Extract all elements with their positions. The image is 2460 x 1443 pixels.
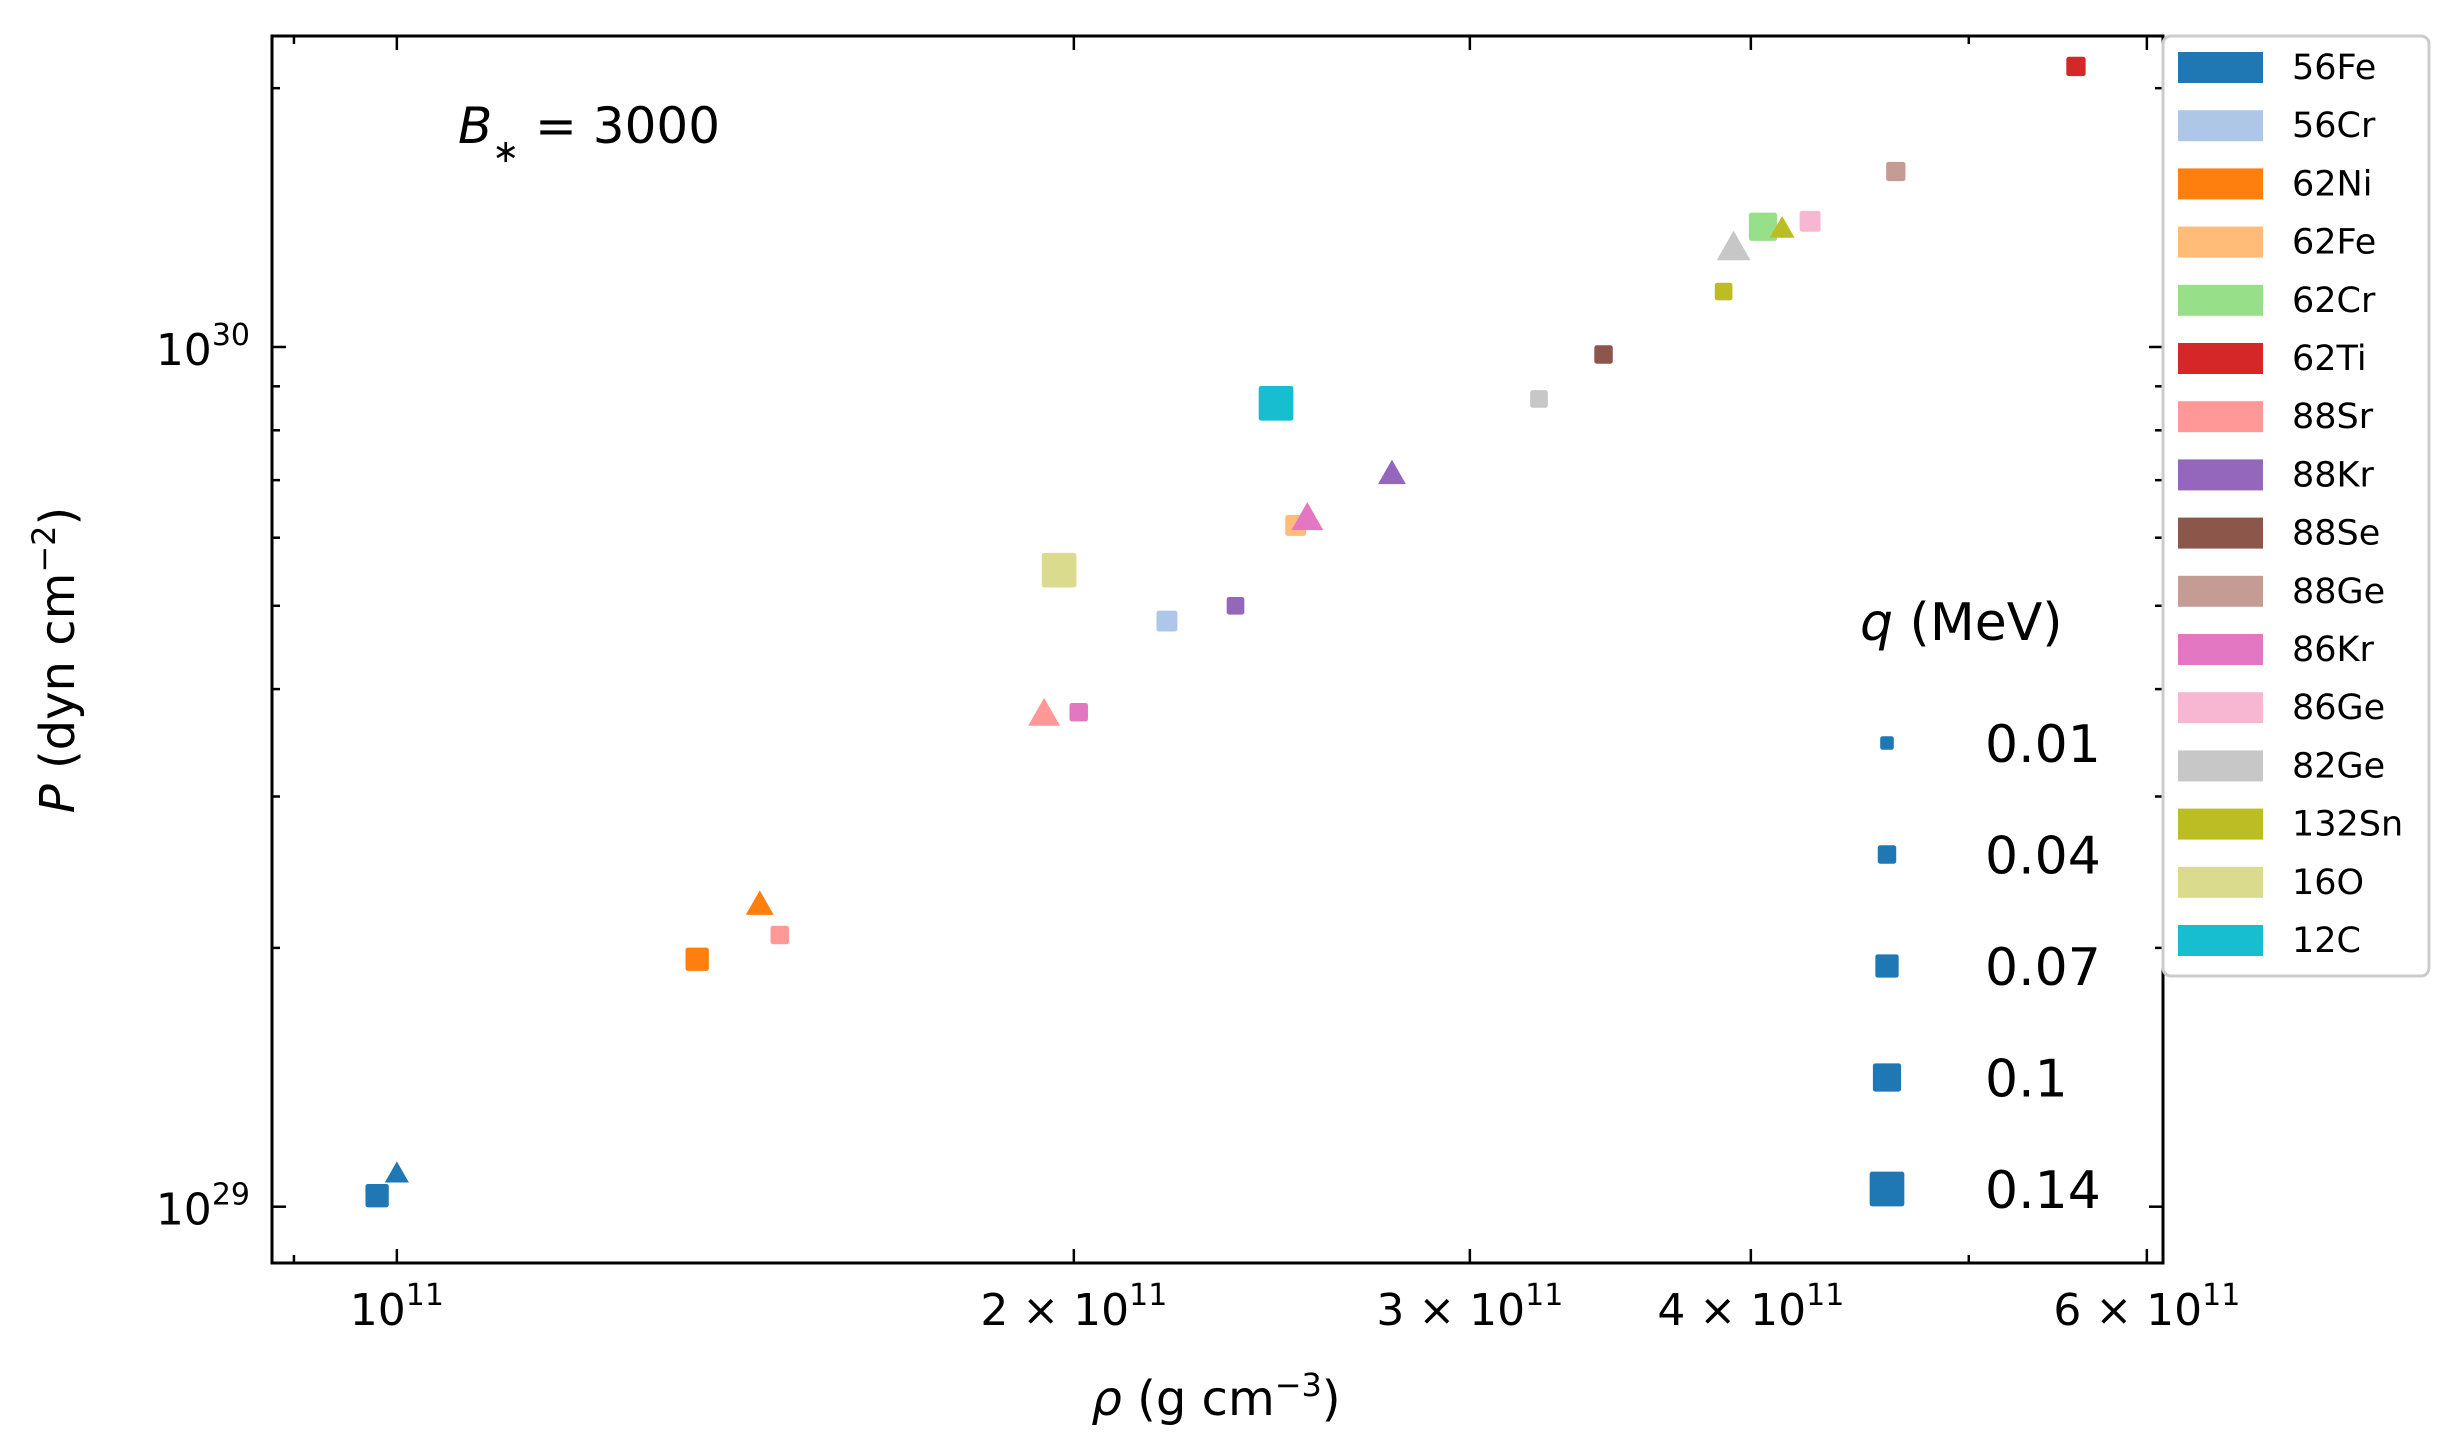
point-12c-square [1258, 385, 1294, 421]
point-62ni-triangle [745, 890, 774, 915]
x-tick-label: 4 × 1011 [1657, 1278, 1844, 1336]
legend-label-88ge: 88Ge [2292, 572, 2385, 612]
point-56fe-triangle [384, 1161, 409, 1183]
size-legend-label: 0.04 [1985, 827, 2101, 887]
point-62ni-square [685, 947, 709, 971]
legend-label-12c: 12C [2292, 921, 2361, 961]
point-56cr-square [1156, 610, 1178, 632]
legend-label-88sr: 88Sr [2292, 397, 2374, 437]
y-axis-label: P (dyn cm−2) [25, 507, 86, 814]
legend-swatch-86ge [2178, 692, 2263, 724]
legend-swatch-82ge [2178, 750, 2263, 782]
x-tick-label: 3 × 1011 [1376, 1278, 1563, 1336]
point-88kr-triangle [1377, 459, 1406, 485]
x-tick-label: 2 × 1011 [980, 1278, 1167, 1336]
legend-swatch-132sn [2178, 808, 2263, 840]
point-88kr-square [1226, 596, 1245, 615]
legend-label-56fe: 56Fe [2292, 48, 2376, 88]
point-62cr-square [1748, 212, 1778, 241]
legend-label-86ge: 86Ge [2292, 688, 2385, 728]
size-legend-marker [1880, 736, 1894, 750]
point-88sr-triangle [1028, 697, 1061, 726]
point-82ge-triangle [1716, 230, 1751, 261]
legend-label-88se: 88Se [2292, 514, 2380, 554]
size-legend-title: q (MeV) [1860, 593, 2063, 653]
legend-swatch-62cr [2178, 284, 2263, 316]
legend-label-82ge: 82Ge [2292, 746, 2385, 786]
size-legend-label: 0.01 [1985, 715, 2101, 775]
legend-label-62ti: 62Ti [2292, 339, 2367, 379]
point-62ti-square [2066, 56, 2086, 77]
point-82ge-square [1530, 390, 1548, 408]
point-86ge-square [1799, 210, 1821, 232]
legend-swatch-62ti [2178, 343, 2263, 374]
legend-label-88kr: 88Kr [2292, 455, 2374, 495]
size-legend-marker [1869, 1171, 1905, 1207]
legend-swatch-88ge [2178, 575, 2263, 607]
legend-swatch-88sr [2178, 401, 2263, 433]
point-16o-square [1041, 552, 1077, 588]
legend-swatch-62fe [2178, 226, 2263, 258]
legend-swatch-12c [2178, 925, 2263, 956]
y-tick-label: 1030 [156, 318, 250, 376]
size-legend-marker [1872, 1063, 1902, 1092]
size-legend-marker [1877, 845, 1897, 864]
legend-label-62cr: 62Cr [2292, 281, 2376, 321]
annotation-b-star: B∗ = 3000 [458, 97, 720, 170]
size-legend-label: 0.1 [1985, 1050, 2068, 1110]
point-132sn-triangle [1769, 215, 1795, 238]
legend-swatch-88se [2178, 517, 2263, 549]
x-axis-label: ρ (g cm−3) [1091, 1366, 1340, 1427]
legend-label-56cr: 56Cr [2292, 106, 2376, 146]
y-tick-label: 1029 [156, 1178, 250, 1236]
size-legend-label: 0.14 [1985, 1161, 2101, 1221]
point-88sr-square [770, 925, 789, 945]
size-legend: q (MeV) 0.01 0.04 0.07 0.1 0.14 [1860, 593, 2101, 1221]
point-88ge-square [1886, 161, 1906, 182]
legend-swatch-56fe [2178, 52, 2263, 83]
legend-box [2161, 34, 2431, 978]
point-132sn-square [1714, 282, 1733, 301]
point-88se-square [1594, 345, 1613, 364]
legend-label-86kr: 86Kr [2292, 630, 2374, 670]
legend-label-16o: 16O [2292, 863, 2364, 903]
legend-label-62ni: 62Ni [2292, 164, 2372, 204]
x-tick-label: 1011 [350, 1278, 444, 1336]
point-56fe-square [365, 1183, 389, 1208]
legend-swatch-62ni [2178, 168, 2263, 200]
legend-swatch-86kr [2178, 634, 2263, 665]
legend-swatch-56cr [2178, 110, 2263, 142]
legend-swatch-88kr [2178, 459, 2263, 491]
size-legend-label: 0.07 [1985, 938, 2101, 998]
x-tick-label: 6 × 1011 [2053, 1278, 2240, 1336]
axis-ticks: 1011 2 × 1011 3 × 1011 4 × 1011 6 × 1011 1029… [156, 36, 2240, 1336]
point-86kr-triangle [1291, 502, 1324, 531]
data-points [365, 56, 2086, 1208]
size-legend-marker [1875, 954, 1899, 978]
point-86kr-square [1069, 702, 1088, 722]
legend-label-62fe: 62Fe [2292, 223, 2376, 263]
legend-swatch-16o [2178, 866, 2263, 898]
legend: 56Fe 56Cr 62Ni 62Fe 62Cr 62Ti 88Sr 88Kr 88Se 88Ge… [2161, 34, 2431, 978]
legend-label-132sn: 132Sn [2292, 805, 2403, 845]
